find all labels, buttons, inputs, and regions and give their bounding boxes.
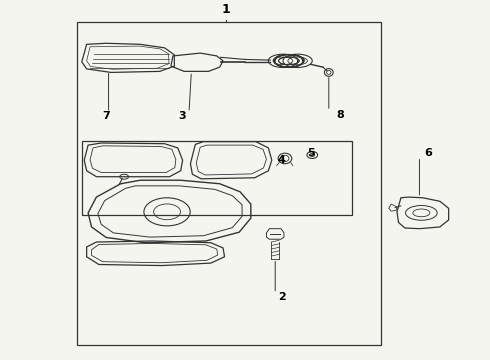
Text: 3: 3 (178, 111, 186, 121)
Text: 5: 5 (307, 148, 315, 158)
Text: 1: 1 (221, 3, 230, 16)
Bar (82, 141, 352, 215)
Text: 2: 2 (278, 292, 285, 302)
Text: 4: 4 (278, 155, 286, 165)
Bar (77, 22, 381, 345)
Text: 6: 6 (424, 148, 432, 158)
Text: 7: 7 (102, 111, 110, 121)
Text: 8: 8 (336, 109, 344, 120)
